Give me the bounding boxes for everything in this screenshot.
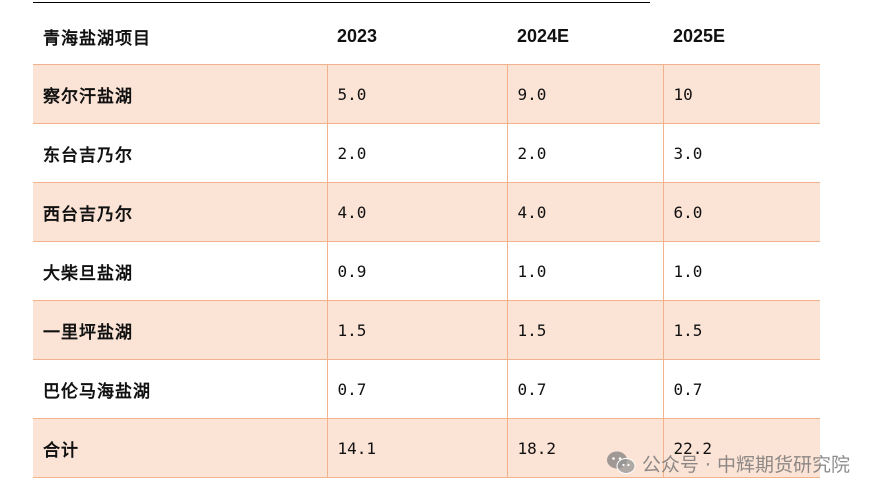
watermark: 公众号 · 中辉期货研究院 <box>606 448 850 478</box>
cell-2023: 14.1 <box>326 418 507 478</box>
cell-2023: 4.0 <box>326 182 507 242</box>
row-label: 东台吉乃尔 <box>33 123 327 183</box>
cell-2024e: 9.0 <box>506 64 663 124</box>
table-row: 巴伦马海盐湖 0.7 0.7 0.7 <box>33 359 820 419</box>
cell-2023: 2.0 <box>326 123 507 183</box>
header-2024e: 2024E <box>517 25 570 46</box>
cell-2025e: 6.0 <box>662 182 820 242</box>
row-label: 巴伦马海盐湖 <box>33 359 327 419</box>
cell-2023: 0.7 <box>326 359 507 419</box>
cell-2025e: 1.5 <box>662 300 820 360</box>
cell-2024e: 2.0 <box>506 123 663 183</box>
table-row: 西台吉乃尔 4.0 4.0 6.0 <box>33 182 820 242</box>
wechat-icon <box>606 450 636 476</box>
lithium-capacity-table: 青海盐湖项目 2023 2024E 2025E 察尔汗盐湖 5.0 9.0 10… <box>33 8 820 478</box>
watermark-text: 公众号 · 中辉期货研究院 <box>641 453 850 476</box>
cell-2024e: 4.0 <box>506 182 663 242</box>
table-row: 大柴旦盐湖 0.9 1.0 1.0 <box>33 241 820 301</box>
row-label: 西台吉乃尔 <box>33 182 327 242</box>
row-label-total: 合计 <box>33 418 327 478</box>
table-row: 察尔汗盐湖 5.0 9.0 10 <box>33 64 820 124</box>
cell-2023: 1.5 <box>326 300 507 360</box>
cell-2024e: 1.0 <box>506 241 663 301</box>
table-header-row: 青海盐湖项目 2023 2024E 2025E <box>33 8 820 65</box>
cell-2024e: 18.2 <box>506 418 663 478</box>
cell-2025e: 10 <box>662 64 820 124</box>
cell-2024e: 1.5 <box>506 300 663 360</box>
cell-2024e: 0.7 <box>506 359 663 419</box>
cell-2025e: 3.0 <box>662 123 820 183</box>
row-label: 大柴旦盐湖 <box>33 241 327 301</box>
cell-2025e: 22.2 <box>662 418 820 478</box>
cell-2023: 5.0 <box>326 64 507 124</box>
table-row: 一里坪盐湖 1.5 1.5 1.5 <box>33 300 820 360</box>
table-row: 东台吉乃尔 2.0 2.0 3.0 <box>33 123 820 183</box>
row-label: 一里坪盐湖 <box>33 300 327 360</box>
cell-2025e: 0.7 <box>662 359 820 419</box>
header-2023: 2023 <box>337 25 378 46</box>
top-rule <box>33 2 650 3</box>
cell-2023: 0.9 <box>326 241 507 301</box>
header-2025e: 2025E <box>673 25 726 46</box>
header-project: 青海盐湖项目 <box>43 28 151 49</box>
table-total-row: 合计 14.1 18.2 22.2 <box>33 418 820 478</box>
row-label: 察尔汗盐湖 <box>33 64 327 124</box>
cell-2025e: 1.0 <box>662 241 820 301</box>
